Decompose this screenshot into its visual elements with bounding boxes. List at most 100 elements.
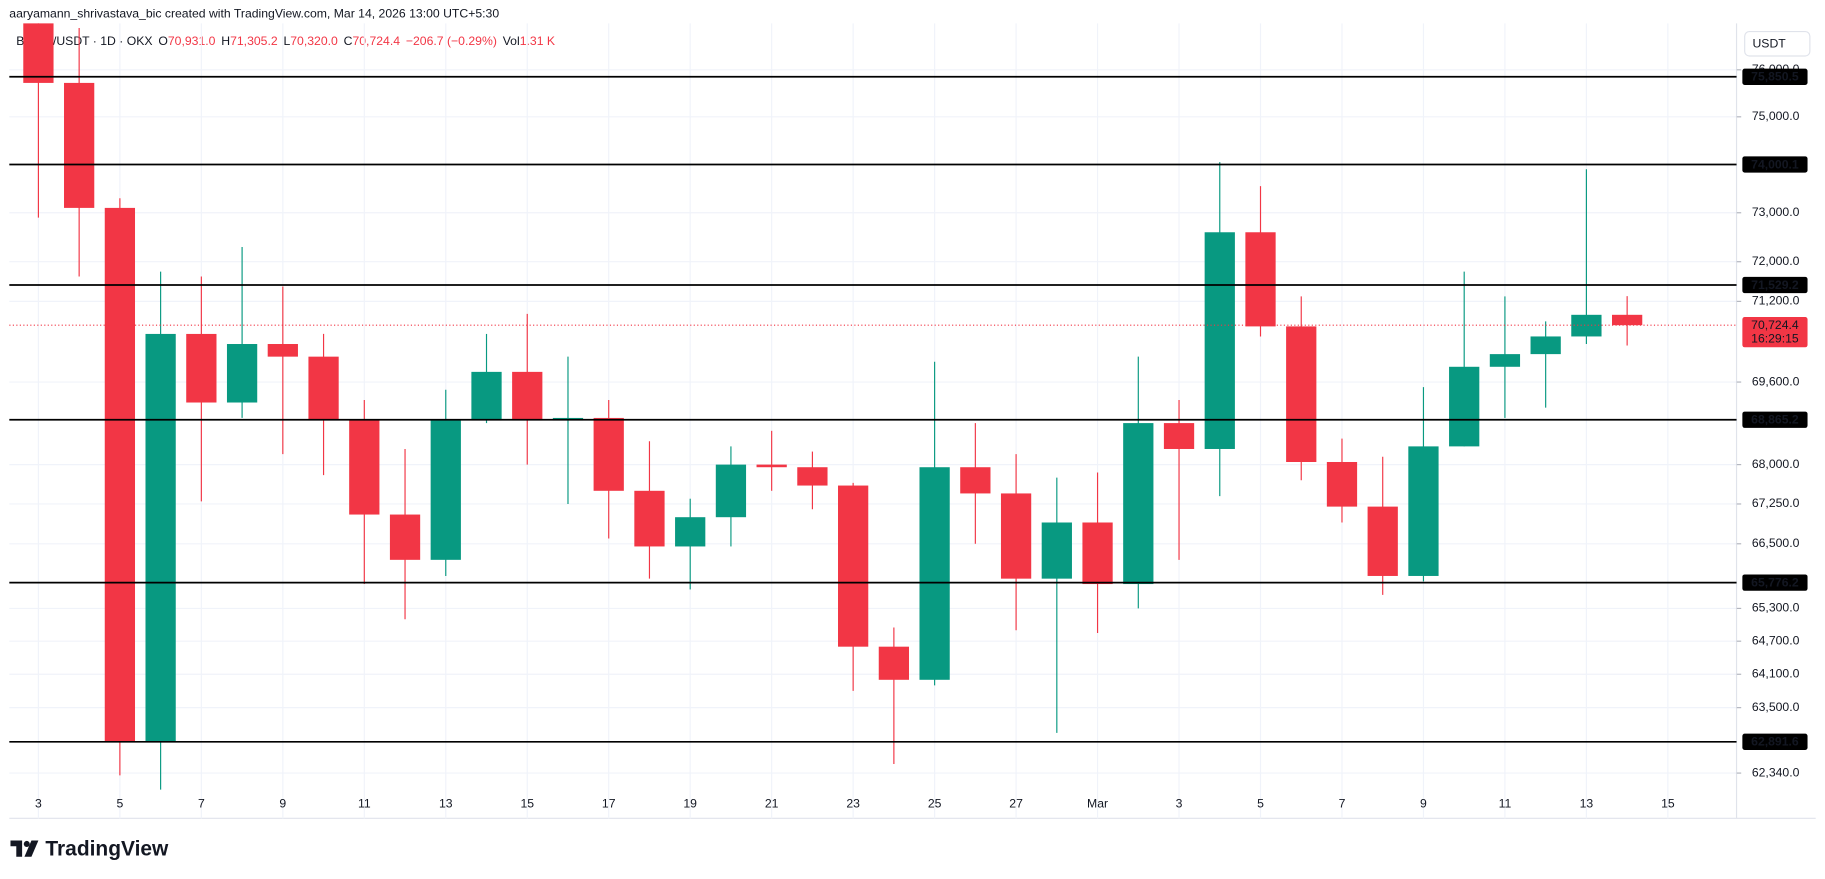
x-tick-label: 9 — [279, 797, 286, 811]
y-tick-label: 75,000.0 — [1752, 109, 1800, 123]
candle-body — [1530, 336, 1561, 355]
candle-body — [756, 464, 787, 468]
candle-body — [430, 420, 461, 560]
candle-body — [675, 517, 706, 547]
candle-body — [1326, 461, 1358, 507]
legend-key: Vol — [503, 34, 520, 48]
candle-body — [838, 485, 869, 647]
candle-body — [471, 371, 502, 421]
x-tick-label: 5 — [1257, 797, 1264, 811]
candle-body — [186, 333, 217, 403]
candle-body — [145, 333, 176, 742]
brand-logo — [10, 840, 39, 857]
x-tick-label: 11 — [1499, 797, 1512, 811]
level-tag — [1742, 68, 1808, 85]
legend-key: O — [158, 34, 168, 48]
candle-body — [389, 514, 421, 560]
last-price-label: 70,724.4 — [1751, 318, 1799, 332]
candle-body — [512, 371, 543, 421]
chart-title: aaryamann_shrivastava_bic created with T… — [9, 6, 499, 20]
x-tick-label: 27 — [1009, 797, 1023, 811]
candle-body — [1082, 522, 1113, 585]
candle-body — [1041, 522, 1072, 579]
x-tick-label: 7 — [198, 797, 205, 811]
x-tick-label: 9 — [1420, 797, 1427, 811]
legend-change: −206.7 (−0.29%) — [406, 34, 497, 48]
candle-body — [593, 417, 624, 491]
legend-value: 70,320.0 — [290, 34, 338, 48]
x-tick-label: 19 — [683, 797, 697, 811]
y-tick-label: 69,600.0 — [1752, 374, 1800, 388]
x-tick-label: 11 — [358, 797, 371, 811]
x-tick-label: Mar — [1087, 797, 1108, 811]
y-tick-label: 64,700.0 — [1752, 633, 1800, 647]
y-tick-label: 63,500.0 — [1752, 700, 1800, 714]
x-tick-label: 15 — [520, 797, 534, 811]
candle-body — [715, 464, 747, 518]
candle-body — [1449, 366, 1480, 447]
currency-button[interactable] — [1744, 30, 1811, 57]
x-tick-label: 25 — [928, 797, 942, 811]
x-tick-label: 3 — [1176, 797, 1183, 811]
x-tick-label: 7 — [1339, 797, 1346, 811]
currency-label[interactable]: USDT — [1752, 37, 1786, 51]
legend-value: 71,305.2 — [230, 34, 278, 48]
legend-key: H — [221, 34, 230, 48]
y-tick-label: 67,250.0 — [1752, 496, 1800, 510]
y-tick-label: 65,300.0 — [1752, 601, 1800, 615]
candle-body — [349, 420, 380, 515]
level-label: 68,865.2 — [1751, 413, 1799, 427]
legend-value: 1.31 K — [520, 34, 556, 48]
candle-body — [1000, 493, 1032, 579]
level-label: 71,529.2 — [1751, 278, 1799, 292]
x-tick-label: 13 — [1580, 797, 1594, 811]
candle-body — [1408, 446, 1439, 576]
legend-key: C — [344, 34, 353, 48]
candle-body — [64, 82, 95, 208]
y-tick-label: 71,200.0 — [1752, 294, 1800, 308]
candle-body — [267, 344, 298, 357]
y-tick-label: 68,000.0 — [1752, 457, 1800, 471]
level-tag — [1742, 411, 1808, 428]
candle-body — [23, 23, 54, 83]
x-tick-label: 13 — [439, 797, 453, 811]
candle-body — [919, 467, 950, 680]
candle-body — [104, 207, 136, 742]
x-tick-label: 15 — [1661, 797, 1675, 811]
level-label: 74,000.1 — [1751, 157, 1799, 171]
candle-body — [1204, 232, 1235, 449]
candle-body — [1163, 423, 1195, 449]
legend: Bitcoin/USDT · 1D · OKX O70,931.0 H71,305.… — [16, 34, 556, 48]
candle-body — [308, 356, 339, 421]
y-tick-label: 73,000.0 — [1752, 205, 1800, 219]
candle-body — [1489, 354, 1521, 367]
candle-body — [1245, 232, 1276, 327]
candle-body — [634, 490, 665, 547]
y-tick-label: 62,340.0 — [1752, 765, 1800, 779]
last-price-tag — [1742, 317, 1808, 348]
candle-body — [1123, 423, 1154, 585]
x-tick-label: 17 — [602, 797, 616, 811]
level-tag — [1742, 733, 1808, 750]
level-tag — [1742, 574, 1808, 591]
candle-body — [1286, 326, 1317, 462]
candle-body — [1612, 314, 1643, 326]
countdown: 16:29:15 — [1751, 331, 1799, 345]
legend-key: L — [283, 34, 290, 48]
candle-body — [797, 467, 828, 486]
x-tick-label: 3 — [35, 797, 42, 811]
level-label: 75,850.5 — [1751, 70, 1799, 84]
x-tick-label: 21 — [765, 797, 779, 811]
candle-body — [1571, 314, 1602, 337]
y-tick-label: 64,100.0 — [1752, 666, 1800, 680]
level-tag — [1742, 156, 1808, 173]
candle-body — [960, 467, 991, 494]
y-tick-label: 72,000.0 — [1752, 254, 1800, 268]
level-tag — [1742, 276, 1808, 294]
candle-body — [1367, 506, 1398, 576]
candle-body — [878, 646, 910, 680]
legend-value: 70,724.4 — [352, 34, 400, 48]
